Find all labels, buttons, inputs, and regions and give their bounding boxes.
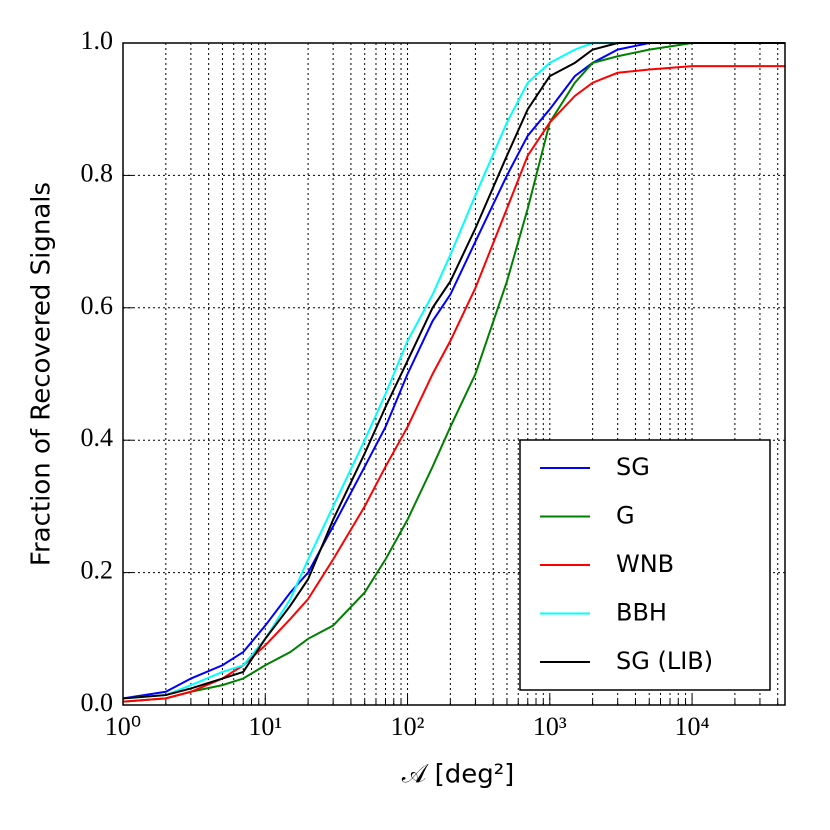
y-tick-label: 0.6 <box>81 291 114 320</box>
legend-label: SG (LIB) <box>616 647 713 675</box>
x-tick-label: 10¹ <box>248 712 282 741</box>
x-tick-label: 10⁴ <box>675 712 710 741</box>
x-tick-label: 10⁰ <box>105 712 141 741</box>
legend-label: BBH <box>616 599 667 627</box>
legend-label: SG <box>616 453 650 481</box>
series-line <box>122 42 785 703</box>
series-line <box>122 42 785 700</box>
series-line <box>122 65 785 703</box>
y-tick-label: 0.4 <box>81 423 114 452</box>
series-line <box>122 42 785 700</box>
y-tick-label: 0.8 <box>81 158 114 187</box>
x-axis-label: 𝒜 [deg²] <box>402 760 515 790</box>
x-tick-label: 10² <box>391 712 425 741</box>
y-tick-label: 1.0 <box>81 26 114 55</box>
legend-label: G <box>616 502 635 530</box>
legend-label: WNB <box>616 550 674 578</box>
y-tick-label: 0.2 <box>81 556 114 585</box>
plot-frame <box>122 42 786 706</box>
x-tick-label: 10³ <box>533 712 567 741</box>
y-tick-label: 0.0 <box>81 688 114 717</box>
y-axis-label: Fraction of Recovered Signals <box>27 182 57 566</box>
